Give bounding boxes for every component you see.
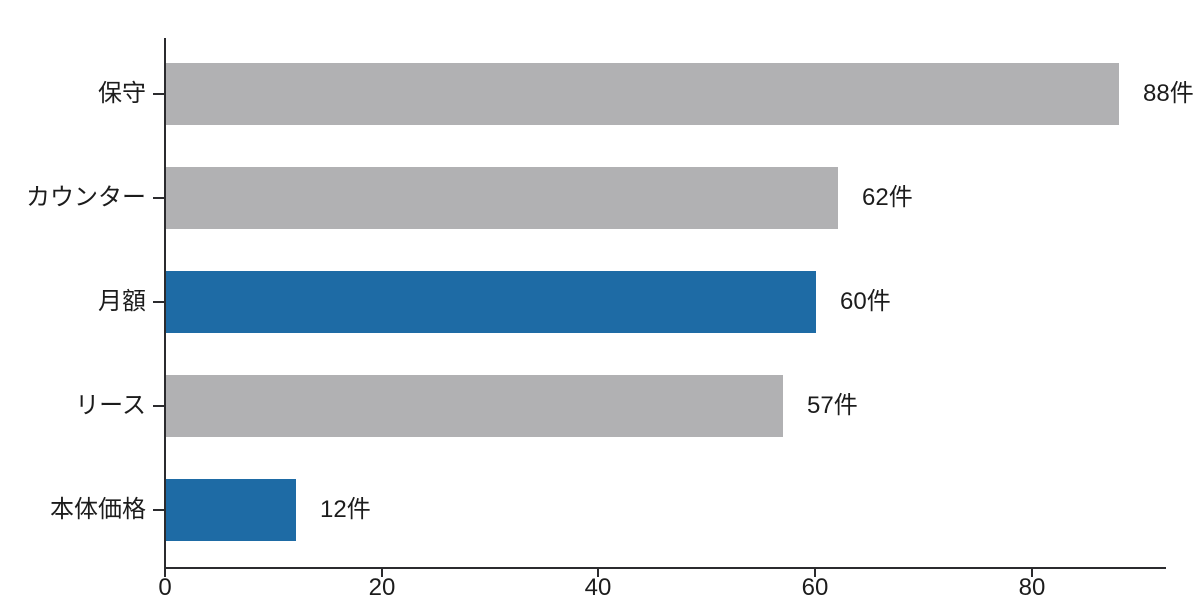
x-axis-tick-label: 20: [368, 574, 396, 601]
value-label: 12件: [320, 496, 371, 523]
y-axis-tick: [153, 93, 164, 95]
x-axis-tick: [597, 569, 599, 577]
x-axis-tick-label: 0: [158, 574, 172, 601]
category-label: カウンター: [26, 184, 146, 211]
x-axis-tick: [381, 569, 383, 577]
bar: [166, 271, 816, 333]
x-axis-line: [164, 567, 1166, 569]
y-axis-tick: [153, 197, 164, 199]
bar: [166, 167, 838, 229]
y-axis-tick: [153, 509, 164, 511]
x-axis-tick: [814, 569, 816, 577]
value-label: 57件: [807, 392, 858, 419]
y-axis-tick: [153, 405, 164, 407]
bar: [166, 375, 783, 437]
bar: [166, 63, 1119, 125]
category-label: 保守: [98, 80, 146, 107]
x-axis-tick-label: 80: [1018, 574, 1046, 601]
category-label: リース: [75, 392, 146, 419]
x-axis-tick-label: 40: [584, 574, 612, 601]
value-label: 60件: [840, 288, 891, 315]
category-label: 本体価格: [50, 496, 146, 523]
bar: [166, 479, 296, 541]
x-axis-tick-label: 60: [801, 574, 829, 601]
x-axis-tick: [1031, 569, 1033, 577]
value-label: 62件: [862, 184, 913, 211]
value-label: 88件: [1143, 80, 1194, 107]
category-label: 月額: [98, 288, 146, 315]
y-axis-line: [164, 38, 166, 574]
y-axis-tick: [153, 301, 164, 303]
x-axis-tick: [164, 569, 166, 577]
